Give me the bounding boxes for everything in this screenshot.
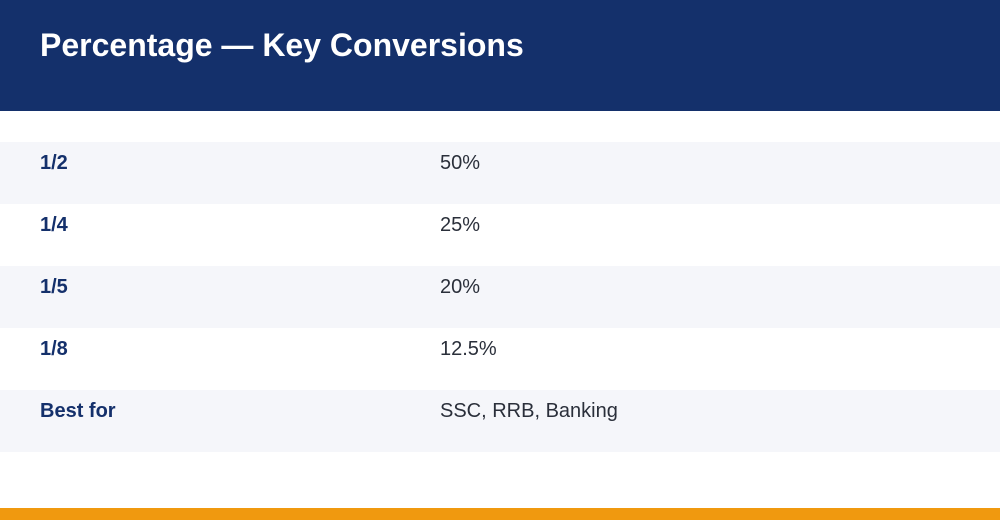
row-key: 1/2 <box>40 152 68 174</box>
row-key: 1/4 <box>40 214 68 236</box>
row-value: 25% <box>440 214 481 236</box>
row-key: 1/5 <box>40 276 68 298</box>
table-row: 1/2 50% <box>0 142 1000 204</box>
page-title: Percentage — Key Conversions <box>40 27 524 63</box>
row-value: 50% <box>440 152 481 174</box>
table-row: Best for SSC, RRB, Banking <box>0 390 1000 452</box>
table-row: 1/4 25% <box>0 204 1000 266</box>
row-value: SSC, RRB, Banking <box>440 400 618 422</box>
row-value: 20% <box>440 276 481 298</box>
row-key: Best for <box>40 400 116 422</box>
accent-footer-bar <box>0 508 1000 520</box>
conversion-table: 1/2 50% 1/4 25% 1/5 20% 1/8 12.5% Best f… <box>0 142 1000 452</box>
table-row: 1/5 20% <box>0 266 1000 328</box>
row-key: 1/8 <box>40 338 68 360</box>
header-banner: Percentage — Key Conversions <box>0 0 1000 111</box>
table-row: 1/8 12.5% <box>0 328 1000 390</box>
row-value: 12.5% <box>440 338 497 360</box>
